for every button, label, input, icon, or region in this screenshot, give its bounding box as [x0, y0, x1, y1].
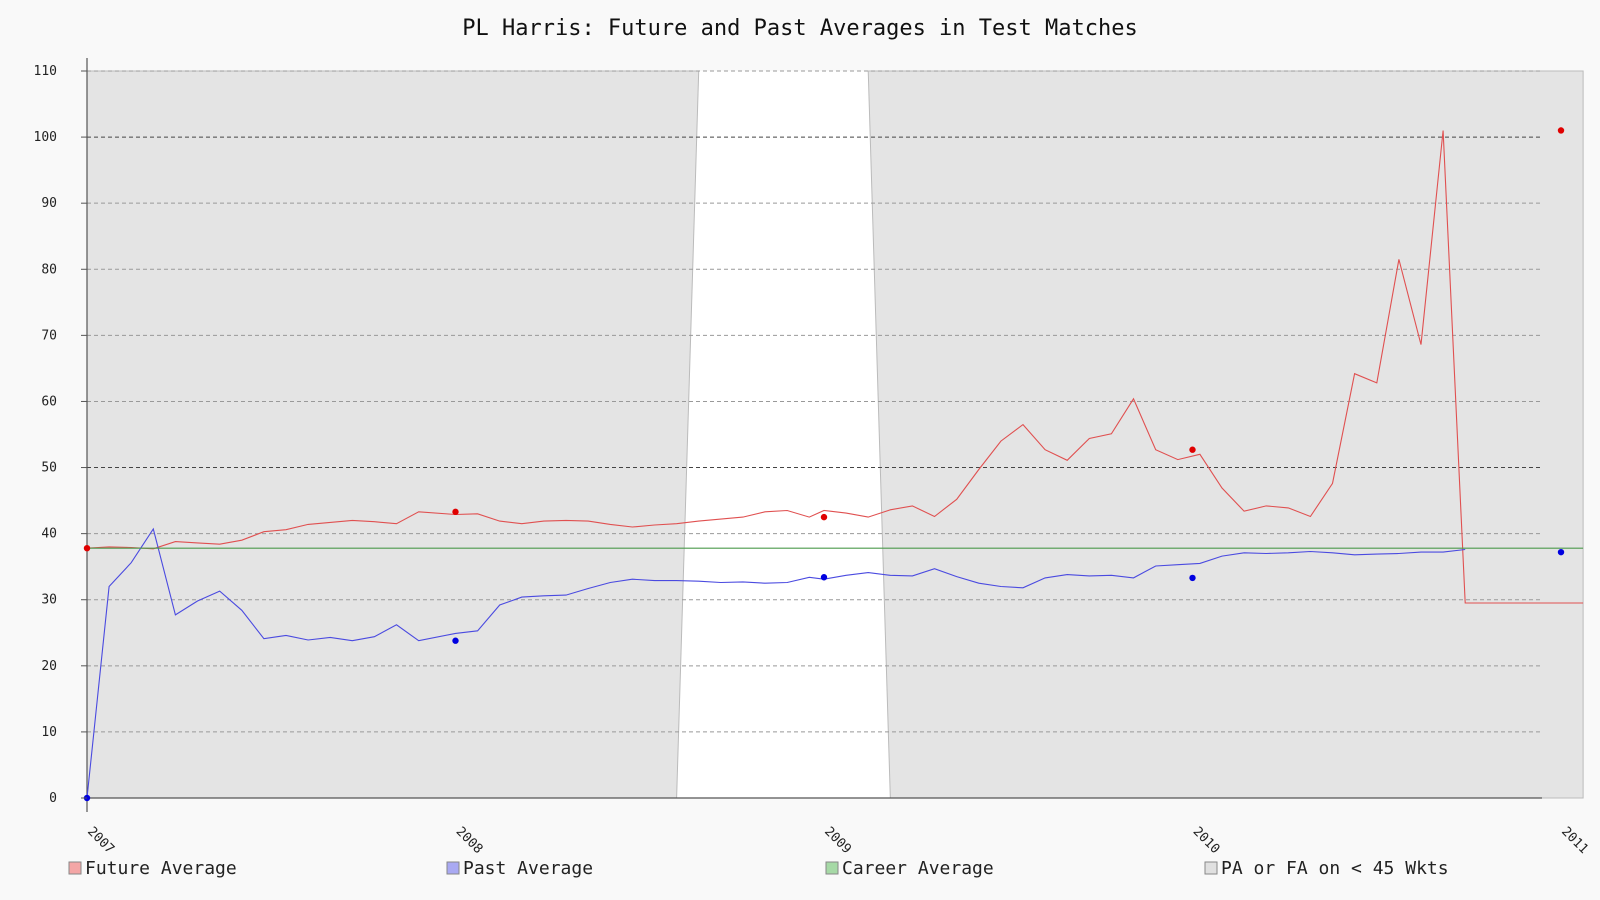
x-tick-label-2007: 2007	[84, 824, 117, 857]
y-tick-label-10: 10	[41, 725, 57, 740]
marker-future-average-1	[452, 508, 459, 516]
legend-label-1: Past Average	[463, 858, 593, 879]
marker-past-average-4	[1557, 548, 1565, 556]
marker-past-average-1	[452, 637, 459, 644]
legend-label-2: Career Average	[842, 858, 994, 879]
legend-label-3: PA or FA on < 45 Wkts	[1221, 858, 1449, 879]
y-tick-label-100: 100	[34, 130, 57, 145]
legend-label-0: Future Average	[85, 858, 237, 879]
y-tick-label-110: 110	[34, 64, 57, 79]
y-tick-label-40: 40	[41, 527, 57, 542]
legend-swatch-1	[446, 861, 460, 875]
x-tick-label-2011: 2011	[1558, 824, 1591, 857]
legend-swatch-2	[825, 861, 839, 875]
y-tick-label-30: 30	[41, 593, 57, 608]
shaded-region-0	[86, 70, 700, 799]
legend-swatch-3	[1204, 861, 1218, 875]
marker-past-average-2	[820, 574, 828, 581]
x-tick-label-2008: 2008	[453, 824, 486, 857]
series-line-past-average	[86, 527, 1466, 799]
marker-future-average-4	[1557, 127, 1565, 134]
chart-title: PL Harris: Future and Past Averages in T…	[462, 16, 1138, 41]
y-tick-label-50: 50	[41, 461, 57, 476]
marker-future-average-3	[1189, 446, 1196, 453]
marker-past-average-3	[1189, 574, 1196, 582]
legend-swatch-0	[68, 861, 82, 875]
series-line-future-average	[86, 130, 1584, 604]
x-tick-label-2009: 2009	[821, 824, 854, 857]
shaded-region-1	[867, 70, 1584, 799]
y-tick-label-0: 0	[49, 791, 57, 806]
marker-future-average-0	[83, 544, 91, 552]
y-tick-label-20: 20	[41, 659, 57, 674]
y-tick-label-60: 60	[41, 394, 57, 409]
y-tick-label-70: 70	[41, 328, 57, 343]
y-tick-label-80: 80	[41, 262, 57, 277]
y-tick-label-90: 90	[41, 196, 57, 211]
marker-future-average-2	[820, 513, 828, 521]
x-tick-label-2010: 2010	[1190, 824, 1223, 857]
